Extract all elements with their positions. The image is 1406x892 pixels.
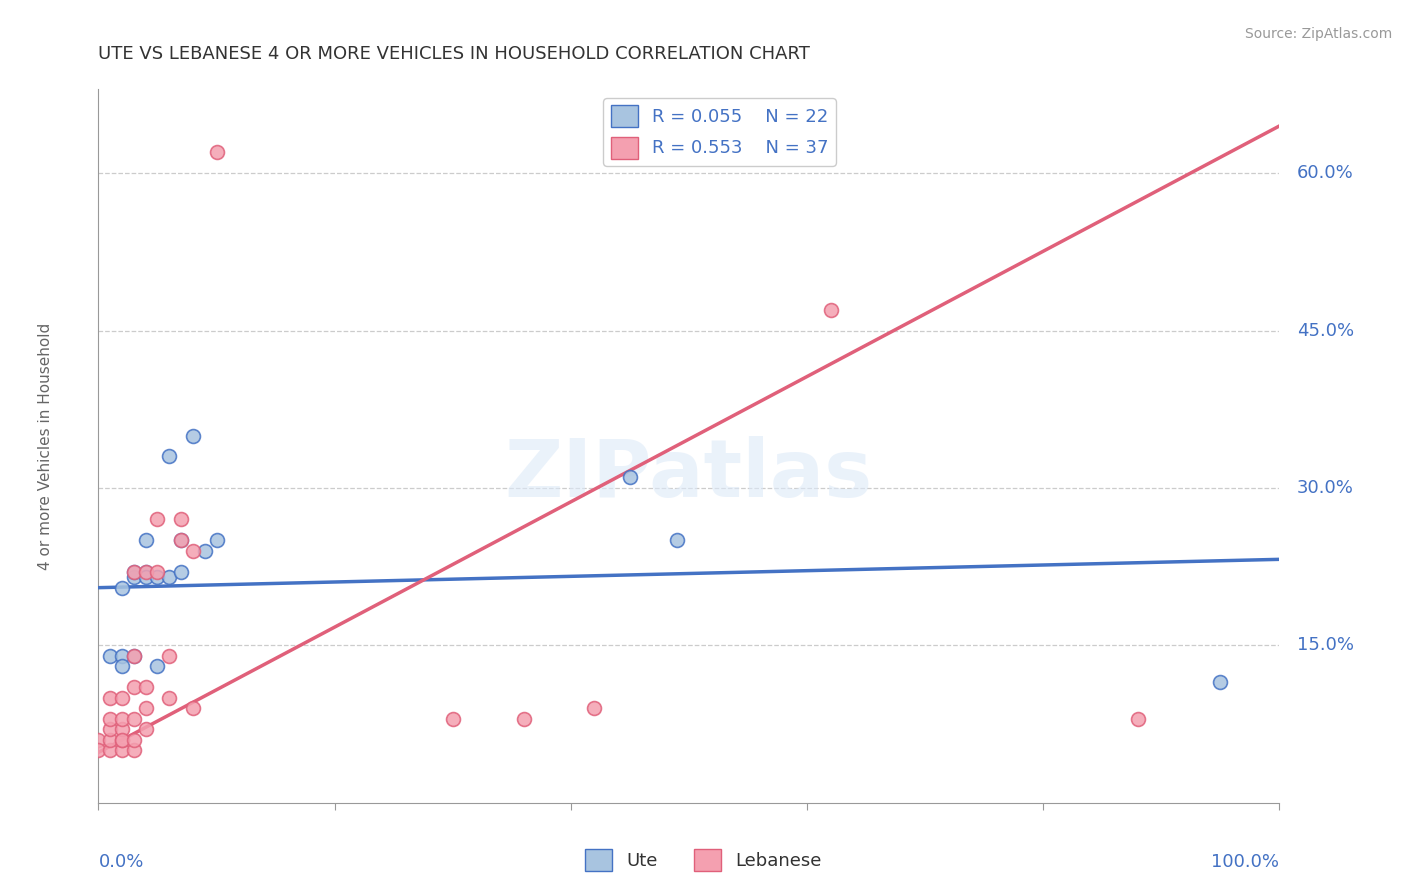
Point xyxy=(111,712,134,726)
Text: Source: ZipAtlas.com: Source: ZipAtlas.com xyxy=(1244,27,1392,41)
Point xyxy=(820,302,842,317)
Point xyxy=(157,570,180,584)
Point xyxy=(666,533,689,548)
Point xyxy=(122,732,145,747)
Point xyxy=(146,512,169,526)
Point xyxy=(441,712,464,726)
Point xyxy=(135,570,157,584)
Text: ZIPatlas: ZIPatlas xyxy=(505,435,873,514)
Point xyxy=(205,145,228,160)
Point xyxy=(170,512,193,526)
Point xyxy=(194,544,217,558)
Point xyxy=(111,690,134,705)
Point xyxy=(146,570,169,584)
Point xyxy=(1209,675,1232,690)
Point xyxy=(87,732,110,747)
Point xyxy=(111,648,134,663)
Point xyxy=(146,565,169,579)
Point xyxy=(146,659,169,673)
Point xyxy=(122,648,145,663)
Point xyxy=(122,565,145,579)
Point xyxy=(512,712,534,726)
Text: 15.0%: 15.0% xyxy=(1298,636,1354,655)
Point xyxy=(98,743,121,757)
Point xyxy=(135,533,157,548)
Point xyxy=(122,565,145,579)
Point xyxy=(170,565,193,579)
Point xyxy=(170,533,193,548)
Point xyxy=(135,723,157,737)
Point xyxy=(181,544,204,558)
Point xyxy=(87,743,110,757)
Text: 30.0%: 30.0% xyxy=(1298,479,1354,497)
Point xyxy=(111,659,134,673)
Point xyxy=(98,732,121,747)
Point xyxy=(111,732,134,747)
Point xyxy=(122,743,145,757)
Point xyxy=(98,690,121,705)
Legend: Ute, Lebanese: Ute, Lebanese xyxy=(578,842,828,879)
Point xyxy=(135,681,157,695)
Point xyxy=(181,428,204,442)
Point xyxy=(135,565,157,579)
Point xyxy=(98,723,121,737)
Point xyxy=(619,470,641,484)
Point xyxy=(111,732,134,747)
Point xyxy=(98,648,121,663)
Text: UTE VS LEBANESE 4 OR MORE VEHICLES IN HOUSEHOLD CORRELATION CHART: UTE VS LEBANESE 4 OR MORE VEHICLES IN HO… xyxy=(98,45,810,62)
Legend: R = 0.055    N = 22, R = 0.553    N = 37: R = 0.055 N = 22, R = 0.553 N = 37 xyxy=(603,98,837,166)
Point xyxy=(170,533,193,548)
Point xyxy=(111,723,134,737)
Point xyxy=(135,701,157,715)
Point xyxy=(157,690,180,705)
Text: 60.0%: 60.0% xyxy=(1298,164,1354,182)
Point xyxy=(583,701,606,715)
Point xyxy=(111,581,134,595)
Point xyxy=(122,648,145,663)
Point xyxy=(122,681,145,695)
Point xyxy=(135,565,157,579)
Point xyxy=(111,743,134,757)
Text: 100.0%: 100.0% xyxy=(1212,853,1279,871)
Text: 4 or more Vehicles in Household: 4 or more Vehicles in Household xyxy=(38,322,53,570)
Point xyxy=(157,450,180,464)
Point xyxy=(1126,712,1149,726)
Point xyxy=(122,712,145,726)
Text: 0.0%: 0.0% xyxy=(98,853,143,871)
Point xyxy=(205,533,228,548)
Point xyxy=(181,701,204,715)
Text: 45.0%: 45.0% xyxy=(1298,321,1354,340)
Point xyxy=(122,570,145,584)
Point xyxy=(157,648,180,663)
Point xyxy=(98,712,121,726)
